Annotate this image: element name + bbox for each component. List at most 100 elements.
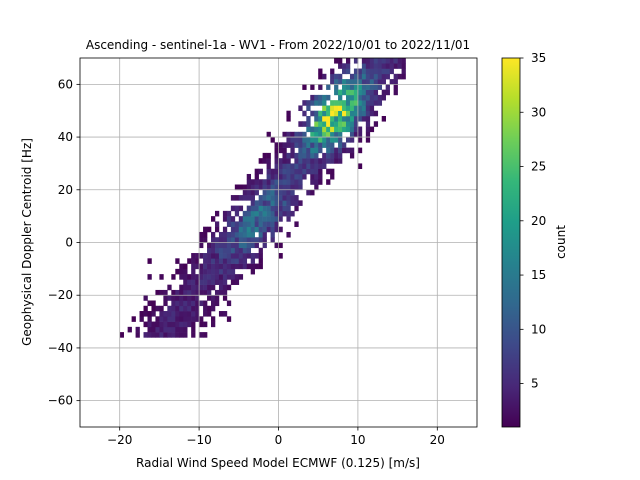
- heatmap-cell: [278, 173, 283, 180]
- heatmap-cell: [187, 274, 192, 280]
- heatmap-cell: [342, 105, 347, 112]
- heatmap-cell: [342, 110, 347, 117]
- heatmap-cell: [326, 84, 331, 90]
- heatmap-cell: [211, 295, 216, 301]
- heatmap-cell: [286, 168, 291, 175]
- heatmap-cell: [211, 263, 216, 270]
- heatmap-cell: [397, 73, 402, 80]
- heatmap-cell: [361, 84, 367, 90]
- heatmap-cell: [246, 195, 252, 201]
- heatmap-cell: [163, 316, 168, 322]
- heatmap-cell: [401, 63, 406, 69]
- heatmap-cell: [377, 73, 383, 80]
- y-tick-label: 40: [58, 130, 73, 144]
- heatmap-cell: [401, 58, 406, 64]
- heatmap-cell: [282, 210, 287, 217]
- heatmap-cell: [254, 242, 259, 249]
- heatmap-cell: [211, 279, 216, 285]
- heatmap-cell: [119, 332, 124, 338]
- heatmap-cell: [246, 216, 252, 222]
- heatmap-cell: [369, 58, 375, 64]
- heatmap-cell: [242, 242, 248, 249]
- heatmap-cell: [338, 94, 343, 101]
- heatmap-cell: [238, 226, 244, 233]
- heatmap-cell: [270, 137, 275, 143]
- heatmap-cell: [203, 258, 208, 264]
- heatmap-cell: [211, 300, 216, 307]
- heatmap-cell: [207, 268, 212, 275]
- heatmap-cell: [230, 279, 236, 285]
- heatmap-cell: [262, 231, 267, 238]
- heatmap-cell: [294, 200, 299, 206]
- heatmap-cell: [318, 68, 323, 75]
- colorbar-gradient: [502, 58, 520, 427]
- heatmap-cell: [234, 231, 240, 238]
- heatmap-cell: [330, 126, 335, 133]
- heatmap-cell: [318, 179, 323, 185]
- heatmap-cell: [266, 158, 271, 164]
- heatmap-cell: [163, 289, 168, 296]
- heatmap-cell: [286, 210, 291, 217]
- heatmap-cell: [274, 147, 279, 154]
- heatmap-cell: [365, 58, 371, 64]
- heatmap-cell: [230, 237, 236, 243]
- heatmap-cell: [274, 221, 279, 227]
- heatmap-cell: [365, 137, 371, 143]
- heatmap-cell: [222, 242, 228, 249]
- heatmap-cell: [203, 321, 208, 328]
- heatmap-cell: [203, 284, 208, 291]
- heatmap-cell: [226, 263, 232, 270]
- heatmap-cell: [349, 73, 355, 80]
- heatmap-cell: [226, 258, 232, 264]
- heatmap-cell: [175, 295, 180, 301]
- heatmap-cell: [203, 311, 208, 317]
- heatmap-cell: [278, 253, 283, 259]
- heatmap-cell: [342, 142, 347, 148]
- heatmap-cell: [326, 94, 331, 101]
- heatmap-cell: [171, 295, 176, 301]
- colorbar-tick-label: 15: [531, 268, 546, 282]
- heatmap-cell: [147, 300, 152, 307]
- heatmap-cell: [258, 158, 263, 164]
- heatmap-cell: [171, 300, 176, 307]
- heatmap-cell: [397, 63, 402, 69]
- x-tick-label: 20: [430, 433, 445, 447]
- heatmap-cell: [246, 231, 252, 238]
- heatmap-cell: [381, 79, 386, 85]
- heatmap-cell: [310, 152, 315, 159]
- heatmap-cell: [361, 94, 367, 101]
- heatmap-cell: [290, 200, 295, 206]
- heatmap-cell: [238, 247, 244, 254]
- heatmap-cell: [147, 316, 152, 322]
- heatmap-cell: [310, 94, 315, 101]
- heatmap-cell: [349, 79, 355, 85]
- heatmap-cell: [322, 163, 327, 169]
- heatmap-cell: [175, 311, 180, 317]
- heatmap-cell: [211, 258, 216, 264]
- heatmap-cell: [258, 226, 263, 233]
- heatmap-cell: [326, 147, 331, 154]
- heatmap-cell: [353, 115, 359, 122]
- heatmap-cell: [207, 284, 212, 291]
- heatmap-cell: [298, 168, 303, 175]
- heatmap-cell: [246, 263, 252, 270]
- heatmap-cell: [290, 210, 295, 217]
- heatmap-cell: [266, 221, 271, 227]
- heatmap-cell: [195, 305, 200, 312]
- heatmap-cell: [222, 279, 228, 285]
- heatmap-cell: [254, 173, 259, 180]
- heatmap-cell: [238, 237, 244, 243]
- heatmap-cell: [262, 242, 267, 249]
- heatmap-cell: [199, 274, 204, 280]
- heatmap-cell: [294, 179, 299, 185]
- heatmap-cell: [290, 195, 295, 201]
- heatmap-cell: [326, 105, 331, 112]
- heatmap-cell: [211, 316, 216, 322]
- heatmap-cell: [373, 79, 379, 85]
- heatmap-cell: [242, 195, 248, 201]
- heatmap-cell: [294, 158, 299, 164]
- heatmap-cell: [238, 274, 244, 280]
- heatmap-cell: [195, 258, 200, 264]
- heatmap-cell: [191, 321, 196, 328]
- heatmap-cell: [226, 316, 232, 322]
